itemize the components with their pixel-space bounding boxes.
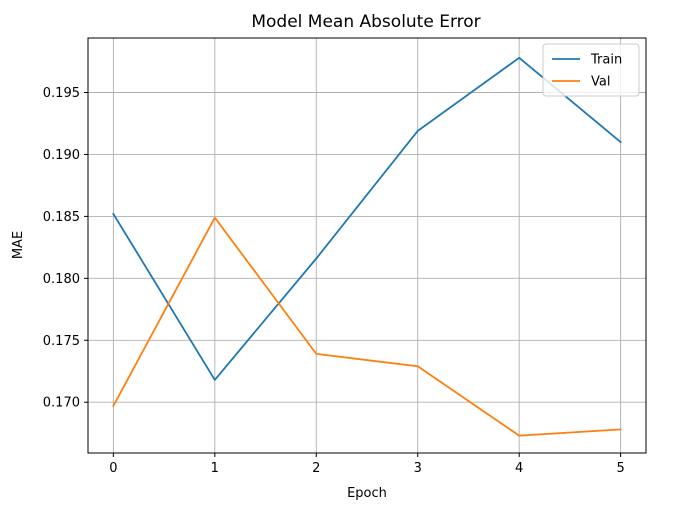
x-tick-label: 4 <box>515 461 523 476</box>
legend-label-train: Train <box>590 53 622 68</box>
y-tick-label: 0.180 <box>43 272 80 287</box>
y-tick-label: 0.195 <box>43 86 80 101</box>
x-tick-label: 5 <box>616 461 624 476</box>
x-axis-label: Epoch <box>347 486 387 501</box>
legend-label-val: Val <box>591 75 610 90</box>
x-tick-label: 1 <box>211 461 219 476</box>
series-line-val <box>112 216 622 437</box>
series-line-train <box>112 56 622 381</box>
series-lines <box>112 56 622 437</box>
legend: Train Val <box>542 43 640 97</box>
ticks: 0 1 2 3 4 5 0.170 0.175 0.180 0.185 0.190 0.195 <box>43 86 625 476</box>
x-tick-label: 3 <box>414 461 422 476</box>
chart-title: Model Mean Absolute Error <box>251 12 480 32</box>
y-tick-label: 0.185 <box>43 210 80 225</box>
y-tick-label: 0.175 <box>43 334 80 349</box>
x-tick-label: 0 <box>109 461 117 476</box>
plot-frame <box>87 37 647 454</box>
legend-box <box>542 43 640 97</box>
y-tick-label: 0.190 <box>43 148 80 163</box>
grid <box>88 38 646 453</box>
y-tick-label: 0.170 <box>43 396 80 411</box>
x-tick-label: 2 <box>312 461 320 476</box>
y-axis-label: MAE <box>11 231 26 259</box>
